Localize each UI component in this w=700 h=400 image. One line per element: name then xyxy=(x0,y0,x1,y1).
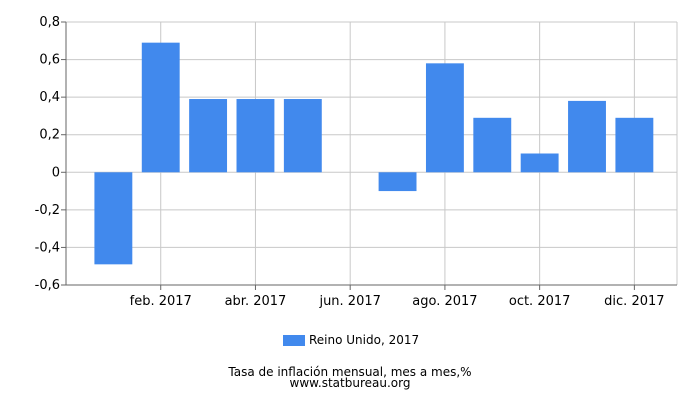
x-tick-label: dic. 2017 xyxy=(604,294,664,309)
bar-feb-2017 xyxy=(141,42,180,173)
bars xyxy=(94,42,654,265)
x-axis-labels: feb. 2017 abr. 2017 jun. 2017 ago. 2017 oct.… xyxy=(130,294,665,309)
y-tick-label: -0,2 xyxy=(35,203,60,218)
legend: Reino Unido, 2017 xyxy=(283,333,419,347)
y-tick-label: 0,4 xyxy=(39,90,60,105)
source-url: www.statbureau.org xyxy=(289,376,411,390)
legend-swatch xyxy=(283,334,305,346)
bar-nov-2017 xyxy=(568,100,606,173)
y-tick-label: 0,2 xyxy=(39,128,60,143)
x-tick-label: oct. 2017 xyxy=(509,294,571,309)
bar-sep-2017 xyxy=(473,117,512,173)
y-tick-label: 0 xyxy=(52,165,60,180)
bar-abr-2017 xyxy=(236,99,275,173)
x-tick-label: abr. 2017 xyxy=(225,294,287,309)
bar-ago-2017 xyxy=(425,63,464,173)
bar-jul-2017 xyxy=(378,172,417,192)
y-tick-label: -0,4 xyxy=(35,240,60,255)
y-tick-label: 0,8 xyxy=(39,15,60,30)
x-tick-label: jun. 2017 xyxy=(318,294,380,309)
axes xyxy=(61,21,677,290)
x-tick-label: ago. 2017 xyxy=(412,294,477,309)
bar-ene-2017 xyxy=(94,172,133,265)
x-tick-label: feb. 2017 xyxy=(130,294,192,309)
y-tick-label: -0,6 xyxy=(35,278,60,293)
y-tick-label: 0,6 xyxy=(39,53,60,68)
legend-label: Reino Unido, 2017 xyxy=(309,333,420,347)
bar-dic-2017 xyxy=(615,117,654,173)
chart-caption: Tasa de inflación mensual, mes a mes,% xyxy=(228,365,472,379)
bar-mar-2017 xyxy=(189,99,228,173)
bar-oct-2017 xyxy=(520,153,559,173)
y-axis-labels: -0,6 -0,4 -0,2 0 0,2 0,4 0,6 0,8 xyxy=(35,15,60,293)
bar-may-2017 xyxy=(283,99,322,173)
